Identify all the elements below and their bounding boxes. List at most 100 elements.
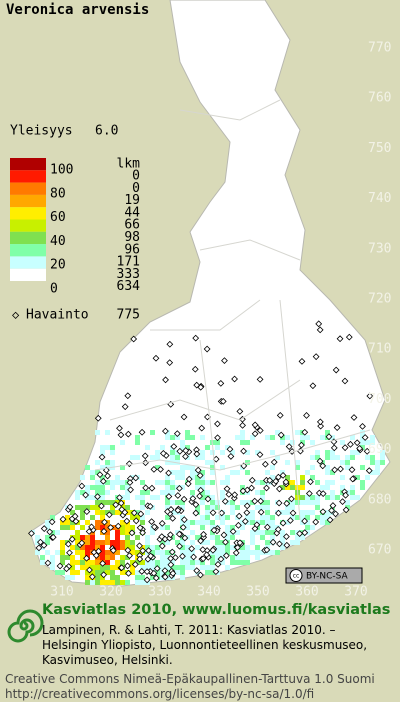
grid-cell [270, 535, 275, 540]
grid-cell [240, 435, 245, 440]
observation-point [274, 525, 282, 533]
grid-cell [85, 565, 90, 570]
grid-cell [340, 475, 345, 480]
observation-point [263, 546, 271, 554]
grid-cell [105, 540, 110, 545]
grid-cell [205, 445, 210, 450]
observation-point [229, 528, 237, 535]
grid-cell [165, 500, 170, 505]
grid-cell [375, 460, 380, 465]
grid-cell [345, 490, 350, 495]
grid-cell [155, 450, 160, 455]
grid-cell [190, 470, 195, 475]
grid-cell [380, 460, 385, 465]
grid-cell [225, 525, 230, 530]
grid-cell [95, 580, 100, 585]
grid-cell [270, 435, 275, 440]
grid-cell [175, 500, 180, 505]
grid-cell [350, 485, 355, 490]
grid-cell [75, 505, 80, 510]
observation-point [286, 517, 294, 524]
observation-point [243, 509, 251, 517]
license-line: Creative Commons Nimeä-Epäkaupallinen-Ta… [5, 672, 375, 686]
grid-cell [200, 450, 205, 455]
observation-count: 775 [117, 308, 140, 323]
observation-point [319, 462, 327, 470]
observation-point [239, 421, 246, 429]
observation-point [266, 477, 274, 484]
grid-cell [315, 505, 320, 510]
grid-cell [255, 505, 260, 510]
grid-cell [230, 545, 235, 550]
observation-point [197, 571, 204, 579]
grid-cell [325, 520, 330, 525]
observation-point [283, 533, 290, 541]
observation-point [276, 540, 283, 548]
grid-cell [100, 450, 105, 455]
grid-cell [130, 455, 135, 460]
observation-point [181, 534, 189, 542]
observation-point [126, 552, 133, 560]
grid-cell [240, 430, 245, 435]
observation-point [190, 553, 197, 561]
grid-cell [135, 550, 140, 555]
grid-cell [130, 540, 135, 545]
grid-cell [80, 525, 85, 530]
observation-point [105, 511, 113, 519]
grid-cell [90, 495, 95, 500]
observation-point [88, 523, 95, 531]
grid-cell [265, 520, 270, 525]
legend-swatch [10, 182, 46, 195]
grid-cell [210, 565, 215, 570]
observation-point [112, 501, 120, 509]
legend-count: 0 [132, 181, 140, 196]
observation-point [172, 554, 179, 562]
grid-cell [230, 535, 235, 540]
grid-cell [95, 545, 100, 550]
grid-cell [180, 475, 185, 480]
grid-cell [300, 535, 305, 540]
observation-point [316, 457, 324, 465]
legend-swatch [10, 231, 46, 245]
grid-cell [310, 510, 315, 515]
observation-point [227, 453, 235, 460]
grid-cell [190, 530, 195, 535]
grid-cell [170, 490, 175, 495]
grid-cell [90, 505, 95, 510]
observation-point [363, 447, 371, 455]
grid-cell [75, 570, 80, 575]
grid-cell [105, 445, 110, 450]
observation-point [169, 515, 177, 522]
observation-point [257, 497, 265, 505]
grid-cell [170, 565, 175, 570]
observation-point [66, 549, 73, 557]
observation-point [296, 530, 304, 538]
observation-point [130, 335, 138, 343]
grid-cell [70, 575, 75, 580]
grid-cell [300, 440, 305, 445]
grid-cell [75, 550, 80, 555]
grid-cell [145, 535, 150, 540]
grid-cell [340, 460, 345, 465]
observation-point [197, 383, 205, 391]
grid-cell [105, 520, 110, 525]
observation-point [331, 466, 339, 474]
grid-cell [320, 435, 325, 440]
grid-cell [370, 440, 375, 445]
observation-point [240, 447, 247, 455]
grid-cell [130, 545, 135, 550]
observation-point [203, 551, 211, 559]
observation-point [182, 447, 190, 454]
observation-point [136, 552, 144, 559]
grid-cell [165, 570, 170, 575]
legend-count: 96 [124, 242, 140, 257]
grid-cell [90, 470, 95, 475]
grid-cell [105, 570, 110, 575]
grid-cell [235, 435, 240, 440]
observation-point [48, 518, 56, 526]
observation-point [359, 422, 366, 430]
grid-cell [280, 540, 285, 545]
observation-point [353, 439, 361, 447]
grid-cell [225, 515, 230, 520]
easting-label: 320 [99, 585, 122, 600]
